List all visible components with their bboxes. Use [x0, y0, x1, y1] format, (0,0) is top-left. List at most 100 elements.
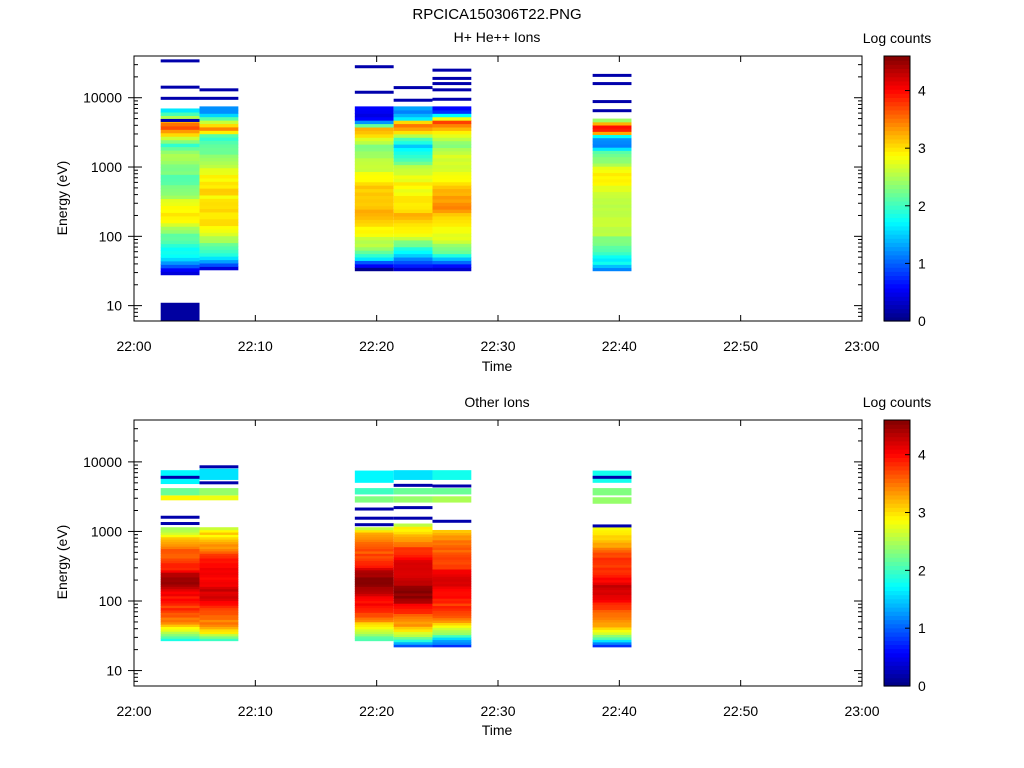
x-tick-label: 22:40 — [602, 338, 637, 354]
colorbar-swatch — [884, 478, 910, 483]
heatmap-cell — [592, 537, 632, 541]
heatmap-cell — [354, 546, 394, 550]
heatmap-cell — [393, 631, 433, 635]
heatmap-cell — [354, 569, 394, 573]
heatmap-cell — [592, 529, 632, 533]
heatmap-cell — [354, 496, 394, 503]
heatmap-cell — [199, 614, 239, 618]
colorbar-swatch — [884, 221, 910, 227]
heatmap-cell — [354, 205, 394, 210]
heatmap-cell — [354, 161, 394, 166]
colorbar-swatch — [884, 229, 910, 235]
heatmap-cell — [432, 583, 472, 587]
y-tick-label: 10000 — [83, 454, 122, 470]
heatmap-cell — [354, 560, 394, 564]
heatmap-cell — [432, 578, 472, 582]
heatmap-cell — [432, 198, 472, 203]
heatmap-cell — [592, 636, 632, 640]
colorbar-swatch — [884, 238, 910, 243]
heatmap-cell — [592, 572, 632, 576]
heatmap-cell — [199, 588, 239, 592]
heatmap-cell — [199, 583, 239, 587]
heatmap-cell — [199, 621, 239, 625]
colorbar-swatch — [884, 428, 910, 434]
heatmap-cell — [199, 109, 239, 114]
heatmap-cell — [199, 548, 239, 552]
heatmap-line-cell — [393, 506, 433, 510]
colorbar-tick-label: 3 — [918, 505, 926, 521]
colorbar-swatch — [884, 607, 910, 612]
heatmap-cell — [160, 191, 200, 196]
heatmap-cell — [592, 207, 632, 212]
plot-frame-top — [133, 55, 863, 322]
colorbar-swatch — [884, 192, 910, 198]
heatmap-cell — [432, 470, 472, 480]
colorbar-swatch — [884, 271, 910, 277]
heatmap-cell — [432, 605, 472, 609]
colorbar-swatch — [884, 461, 910, 467]
spectrogram-column — [354, 470, 394, 642]
heatmap-cell — [592, 626, 632, 630]
colorbar-swatch — [884, 673, 910, 679]
heatmap-cell — [393, 569, 433, 573]
heatmap-cell — [160, 576, 200, 580]
heatmap-cell — [160, 240, 200, 245]
colorbar-swatch — [884, 536, 910, 542]
heatmap-cell — [432, 253, 472, 258]
heatmap-cell — [199, 194, 239, 199]
heatmap-cell — [432, 529, 472, 533]
heatmap-cell — [432, 188, 472, 193]
heatmap-cell — [354, 120, 394, 125]
heatmap-cell — [199, 579, 239, 583]
heatmap-cell — [160, 136, 200, 141]
heatmap-cell — [160, 195, 200, 200]
colorbar-swatch — [884, 648, 910, 654]
heatmap-cell — [160, 219, 200, 224]
heatmap-cell — [393, 198, 433, 203]
heatmap-cell — [354, 226, 394, 231]
colorbar-swatch — [884, 669, 910, 675]
heatmap-cell — [432, 215, 472, 220]
heatmap-cell — [432, 229, 472, 234]
colorbar-tick-label: 3 — [918, 140, 926, 156]
heatmap-cell — [432, 542, 472, 546]
heatmap-cell — [354, 572, 394, 576]
colorbar-swatch — [884, 681, 910, 687]
heatmap-cell — [160, 595, 200, 599]
heatmap-cell — [393, 559, 433, 563]
heatmap-cell — [199, 609, 239, 613]
colorbar-swatch — [884, 188, 910, 194]
heatmap-cell — [592, 242, 632, 246]
heatmap-cell — [432, 167, 472, 172]
colorbar-swatch — [884, 292, 910, 297]
heatmap-cell — [199, 201, 239, 206]
heatmap-cell — [354, 157, 394, 162]
heatmap-cell — [592, 594, 632, 598]
heatmap-cell — [160, 257, 200, 262]
heatmap-cell — [592, 557, 632, 561]
heatmap-cell — [592, 128, 632, 132]
heatmap-cell — [199, 541, 239, 545]
colorbar-tick-label: 1 — [918, 255, 926, 271]
heatmap-line-cell — [432, 484, 472, 488]
heatmap-cell — [199, 262, 239, 267]
heatmap-cell — [592, 172, 632, 177]
heatmap-cell — [160, 541, 200, 545]
heatmap-cell — [354, 529, 394, 533]
heatmap-cell — [432, 130, 472, 135]
heatmap-cell — [592, 488, 632, 496]
heatmap-cell — [432, 113, 472, 118]
heatmap-cell — [432, 157, 472, 162]
heatmap-cell — [432, 602, 472, 606]
colorbar-swatch — [884, 151, 910, 156]
x-tick-label: 22:50 — [723, 338, 758, 354]
heatmap-cell — [160, 236, 200, 241]
heatmap-cell — [432, 585, 472, 589]
heatmap-cell — [393, 582, 433, 586]
heatmap-cell — [199, 164, 239, 169]
colorbar-swatch — [884, 258, 910, 264]
heatmap-cell — [354, 579, 394, 583]
heatmap-cell — [199, 167, 239, 172]
heatmap-cell — [160, 633, 200, 637]
heatmap-cell — [160, 184, 200, 189]
